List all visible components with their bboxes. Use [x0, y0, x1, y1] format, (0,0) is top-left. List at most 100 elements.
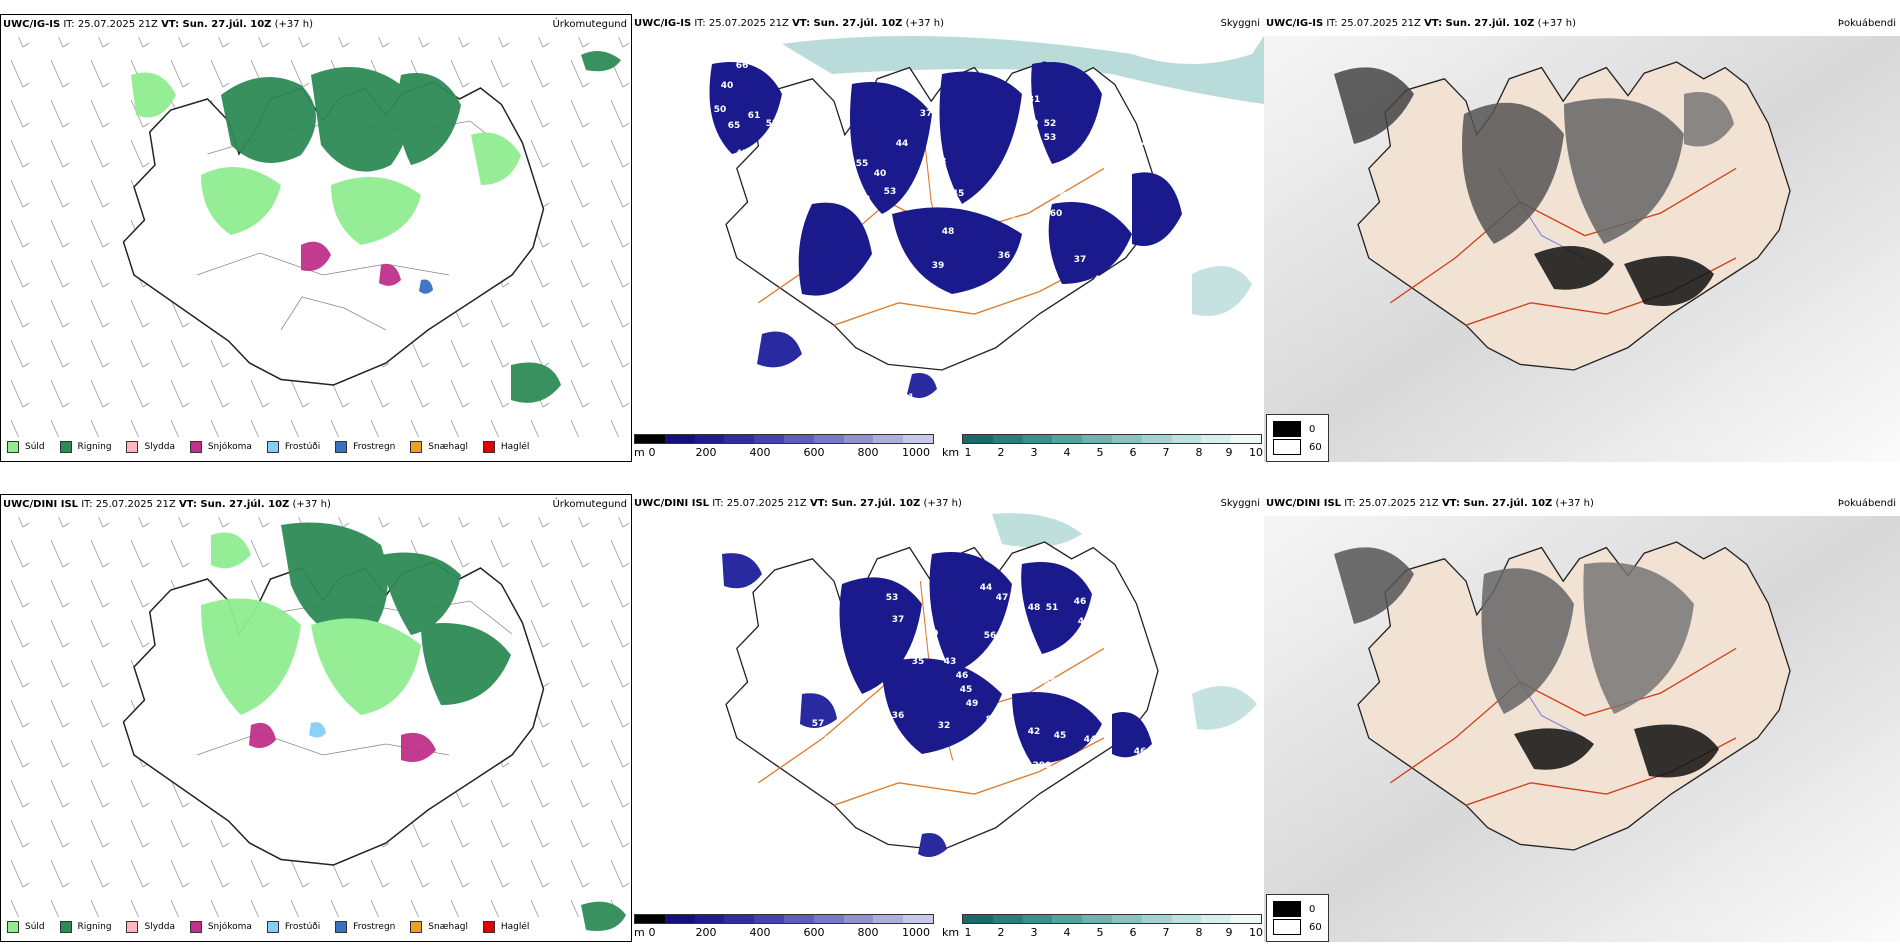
- visibility-tick: 7: [1162, 446, 1170, 459]
- cloud-ceiling-value: 47: [995, 593, 1009, 603]
- legend-swatch: [59, 921, 72, 933]
- cloud-ceiling-value: 41: [1105, 271, 1119, 281]
- legend-swatch: [335, 921, 348, 933]
- cloud-ceiling-value: 61: [747, 111, 761, 121]
- cloud-ceiling-value: 37: [1029, 247, 1043, 257]
- panel-header: UWC/IG-IS IT: 25.07.2025 21Z VT: Sun. 27…: [634, 18, 945, 29]
- visibility-unit: km: [942, 446, 960, 459]
- cloud-ceiling-value: 51: [1045, 603, 1059, 613]
- cloud-ceiling-value: 43: [943, 657, 957, 667]
- cloud-ceiling-value: 36: [927, 137, 941, 147]
- fog-legend-item: 60: [1273, 919, 1322, 935]
- panel-header: UWC/IG-IS IT: 25.07.2025 21Z VT: Sun. 27…: [1266, 18, 1577, 29]
- cloud-ceiling-value: 40: [709, 277, 723, 287]
- ceiling-tick: 400: [749, 446, 771, 459]
- visibility-colorbar: 1 2 3 4 5 6 7 8 9 10: [962, 434, 1263, 460]
- legend-item: Súld: [7, 921, 45, 933]
- cloud-ceiling-value: 42: [1027, 727, 1041, 737]
- cloud-ceiling-value: 48: [941, 227, 955, 237]
- cloud-ceiling-value: 52: [765, 119, 779, 129]
- fog-legend-item: 60: [1273, 439, 1322, 455]
- precip-legend: Súld Rigning Slydda Snjókoma Frostúði Fr…: [7, 921, 541, 936]
- panel-title: Úrkomutegund: [552, 499, 627, 510]
- panel-header: UWC/IG-IS IT: 25.07.2025 21Z VT: Sun. 27…: [3, 19, 314, 30]
- legend-item: Súld: [7, 441, 45, 453]
- cloud-ceiling-value: 299: [1032, 761, 1052, 771]
- cloud-ceiling-value: 68: [1059, 191, 1073, 201]
- cloud-ceiling-value: 20: [1125, 619, 1139, 629]
- precip-map: [1, 517, 631, 931]
- legend-item: Rigning: [59, 921, 112, 933]
- cloud-ceiling-value: 37: [891, 739, 905, 749]
- fog-map: [1264, 516, 1900, 942]
- cloud-ceiling-value: 45: [735, 149, 749, 159]
- cloud-ceiling-value: 39: [1091, 127, 1105, 137]
- ceiling-tick: 200: [695, 926, 717, 939]
- panel-header: UWC/DINI ISL IT: 25.07.2025 21Z VT: Sun.…: [634, 498, 962, 509]
- cloud-ceiling-value: 46: [1133, 747, 1147, 757]
- cloud-ceiling-value: 56: [983, 631, 997, 641]
- visibility-unit: km: [942, 926, 960, 939]
- fog-map: [1264, 36, 1900, 462]
- visibility-tick: 8: [1195, 446, 1203, 459]
- precip-type-panel-bottom: UWC/DINI ISL IT: 25.07.2025 21Z VT: Sun.…: [0, 494, 632, 942]
- cloud-ceiling-value: 38: [1043, 677, 1057, 687]
- cloud-ceiling-value: 81: [755, 189, 769, 199]
- legend-swatch: [7, 921, 19, 933]
- visibility-tick: 7: [1162, 926, 1170, 939]
- cloud-ceiling-value: 39: [931, 261, 945, 271]
- legend-swatch: [482, 921, 495, 933]
- cloud-ceiling-value: 30: [925, 629, 939, 639]
- cloud-ceiling-value: 20: [1123, 265, 1137, 275]
- cloud-ceiling-value: 48: [1027, 603, 1041, 613]
- legend-swatch: [7, 441, 19, 453]
- legend-item: Slydda: [126, 441, 175, 453]
- fog-legend: 0 60: [1266, 894, 1329, 942]
- cloud-ceiling-value: 45: [951, 189, 965, 199]
- ceiling-colorbar: 0 200 400 600 800 1000: [634, 914, 934, 940]
- cloud-ceiling-value: 39: [853, 771, 867, 781]
- visibility-tick: 6: [1129, 446, 1137, 459]
- legend-item: Snjókoma: [189, 441, 252, 453]
- legend-swatch: [189, 441, 202, 453]
- cloud-ceiling-value: 40: [873, 169, 887, 179]
- cloud-ceiling-value: 30: [737, 291, 751, 301]
- cloud-ceiling-value: 54: [1057, 169, 1071, 179]
- cloud-ceiling-value: 34: [721, 285, 735, 295]
- cloud-ceiling-value: 48: [757, 541, 771, 551]
- cloud-ceiling-value: 44: [979, 583, 993, 593]
- legend-item: Haglél: [482, 921, 529, 933]
- legend-item: Haglél: [482, 441, 529, 453]
- cloud-ceiling-value: 38: [933, 157, 947, 167]
- cloud-ceiling-value: 31: [1027, 95, 1041, 105]
- cloud-ceiling-value: 62: [1087, 677, 1101, 687]
- ceiling-tick: 1000: [902, 926, 930, 939]
- fog-swatch: [1273, 901, 1301, 917]
- legend-swatch: [410, 441, 423, 453]
- cloud-ceiling-value: 49: [1093, 275, 1107, 285]
- visibility-tick: 9: [1225, 926, 1233, 939]
- cloud-ceiling-value: 78: [857, 195, 871, 205]
- legend-item: Slydda: [126, 921, 175, 933]
- cloud-map: [722, 513, 1257, 858]
- cloud-ceiling-value: 47: [915, 181, 929, 191]
- legend-swatch: [126, 921, 139, 933]
- cloud-ceiling-value: 53: [1105, 681, 1119, 691]
- ceiling-tick: 0: [648, 446, 656, 459]
- ceiling-tick: 800: [857, 446, 879, 459]
- ceiling-tick: 800: [857, 926, 879, 939]
- fog-indicator-panel-bottom: UWC/DINI ISL IT: 25.07.2025 21Z VT: Sun.…: [1264, 494, 1900, 942]
- cloud-ceiling-value: 49: [965, 699, 979, 709]
- panel-title: Skyggni: [1220, 498, 1260, 509]
- visibility-colorbar: 1 2 3 4 5 6 7 8 9 10: [962, 914, 1263, 940]
- cloud-ceiling-value: 60: [823, 735, 837, 745]
- cloud-ceiling-value: 43: [695, 129, 709, 139]
- ceiling-tick: 0: [648, 926, 656, 939]
- legend-item: Snæhagl: [410, 921, 468, 933]
- fog-legend-item: 0: [1273, 421, 1322, 437]
- visibility-tick: 5: [1096, 926, 1104, 939]
- cloud-ceiling-value: 77: [1011, 217, 1025, 227]
- cloud-ceiling-value: 45: [959, 685, 973, 695]
- fog-legend-item: 0: [1273, 901, 1322, 917]
- cloud-ceiling-value: 65: [727, 121, 741, 131]
